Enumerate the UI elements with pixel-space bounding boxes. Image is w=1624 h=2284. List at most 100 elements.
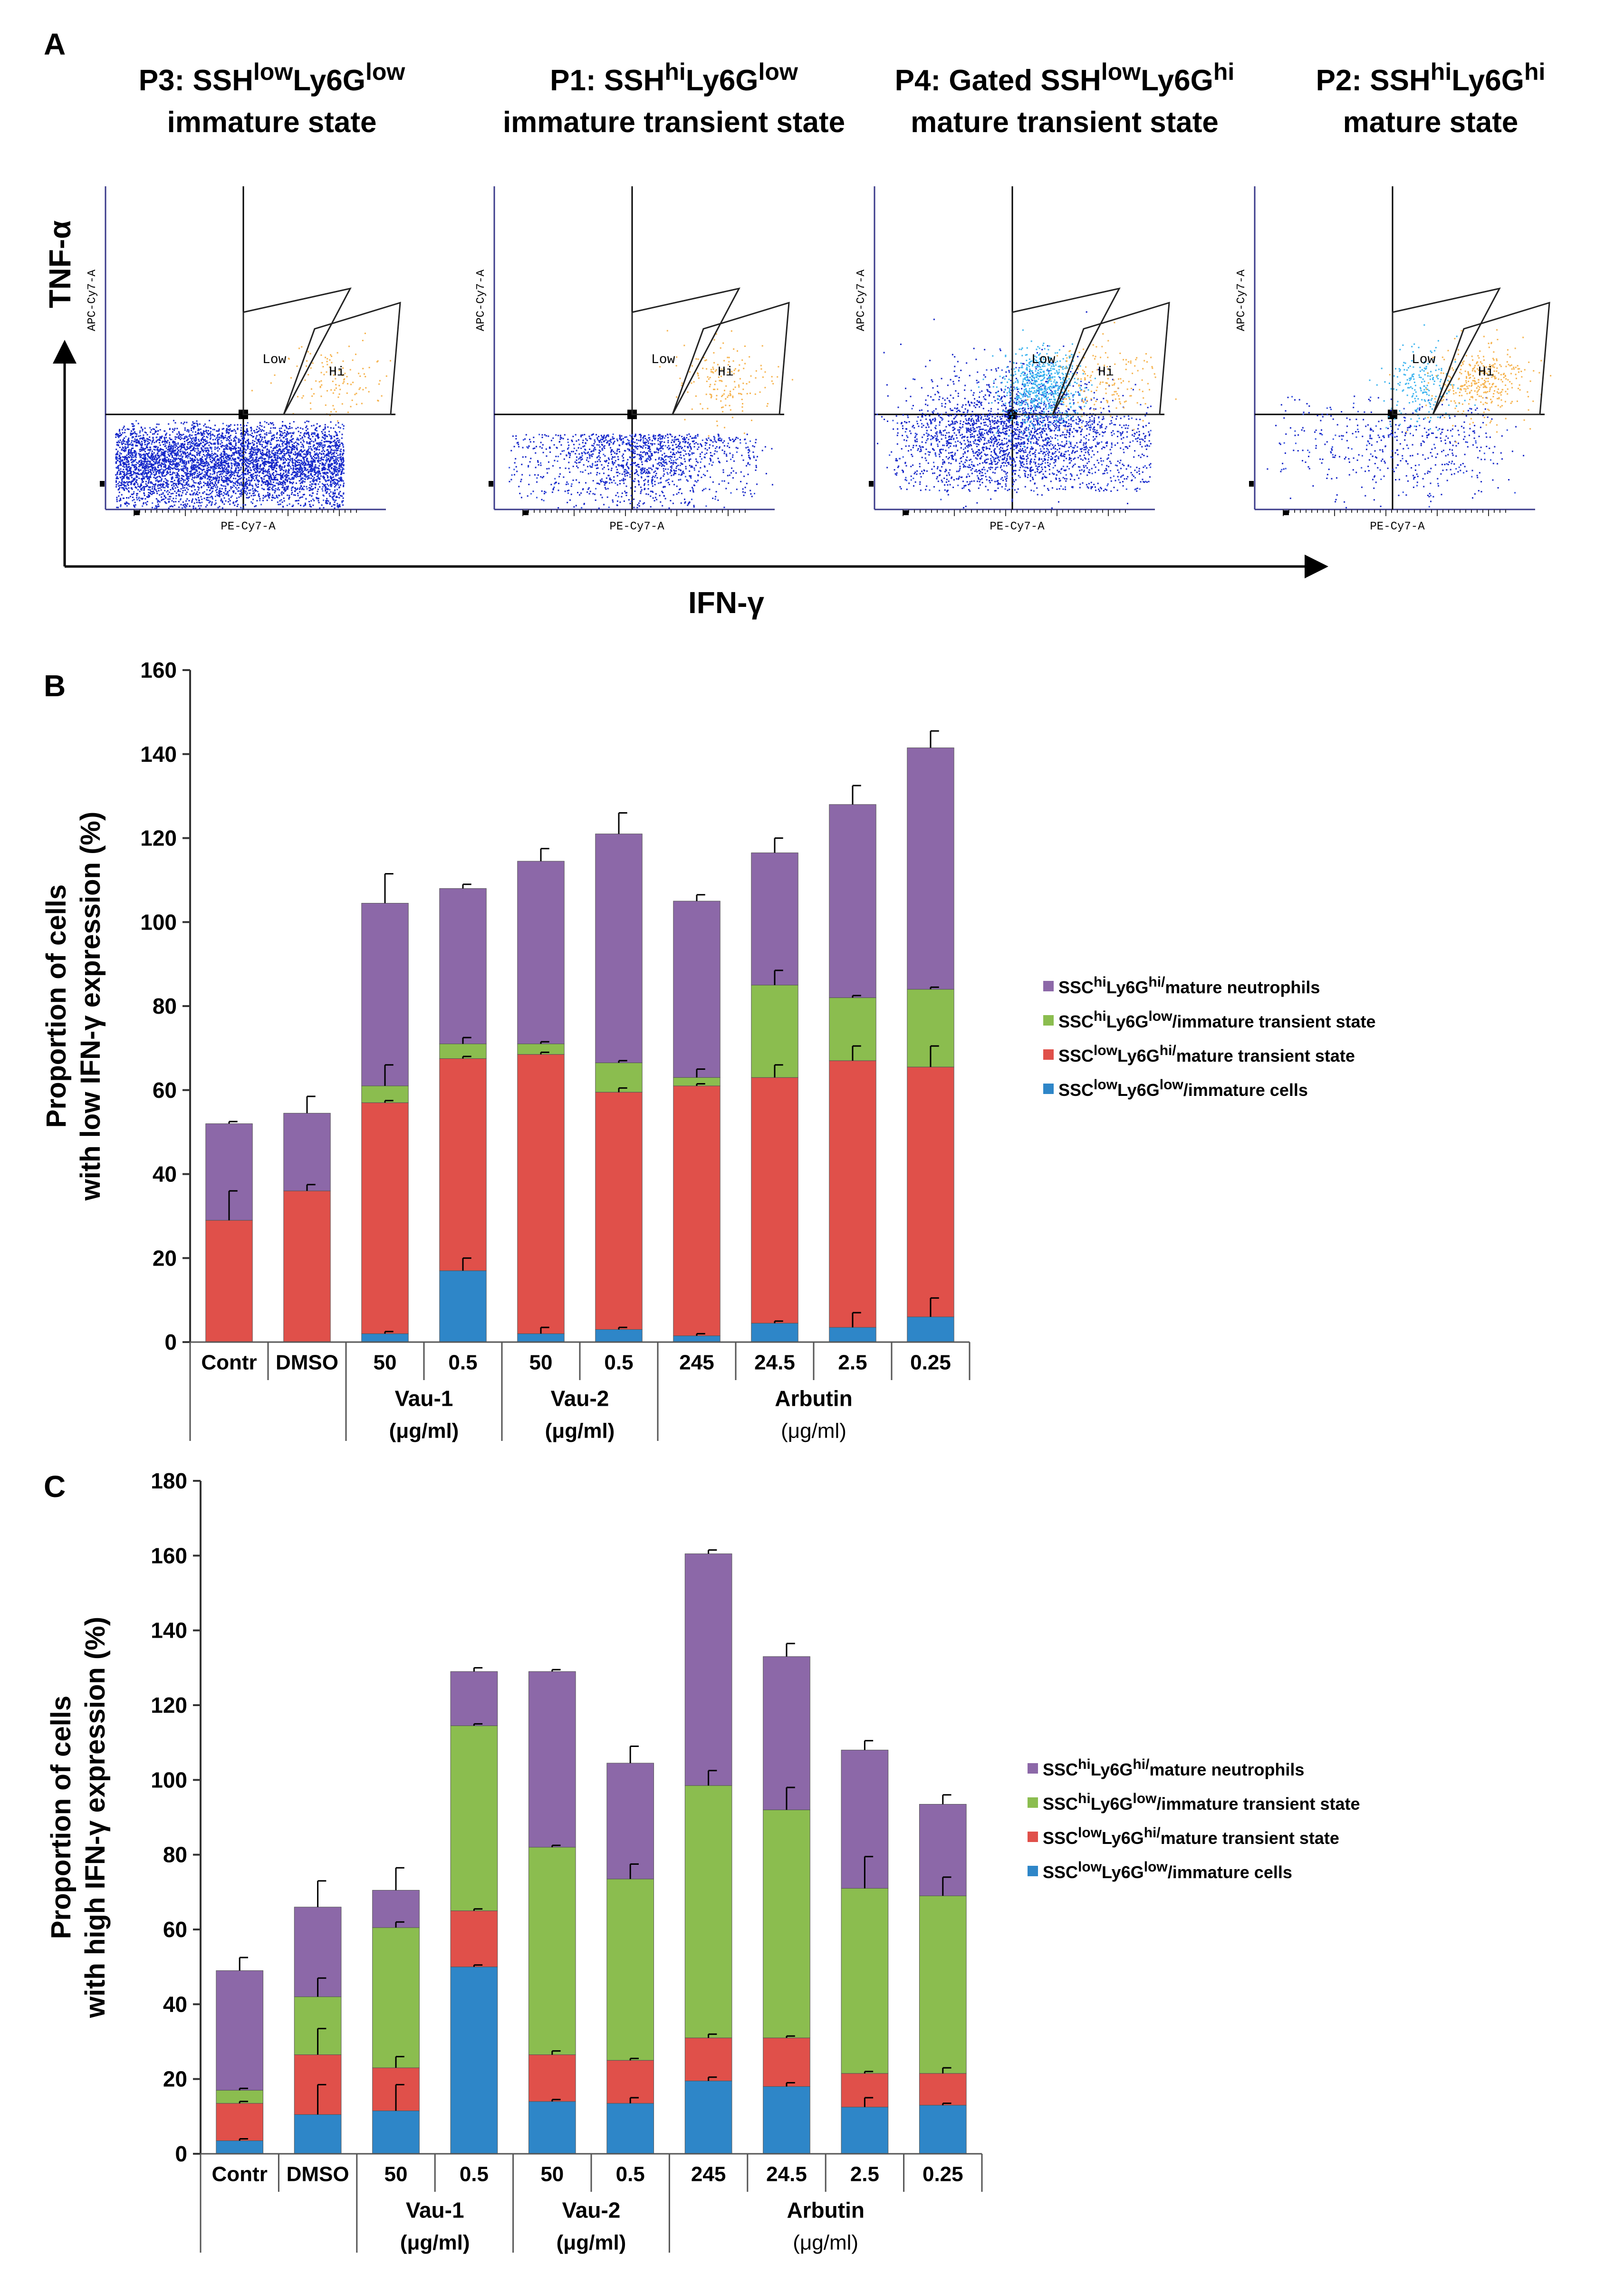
event-dot-hi	[312, 362, 314, 364]
event-dot	[324, 444, 326, 446]
event-dot	[198, 453, 200, 455]
event-dot	[177, 452, 179, 454]
event-dot	[156, 492, 158, 494]
event-dot	[118, 488, 120, 490]
event-dot	[223, 445, 225, 447]
event-dot	[327, 449, 329, 451]
event-dot	[336, 438, 337, 440]
event-dot	[193, 492, 195, 494]
event-dot	[287, 480, 288, 482]
event-dot	[251, 432, 253, 434]
event-dot	[228, 442, 230, 444]
event-dot	[131, 437, 133, 439]
event-dot	[284, 435, 286, 437]
event-dot	[330, 451, 331, 453]
event-dot	[227, 483, 229, 485]
event-dot	[271, 473, 273, 475]
event-dot	[257, 463, 259, 464]
event-dot	[164, 469, 166, 471]
plot-subtitle-4: mature state	[1343, 106, 1518, 139]
event-dot	[168, 465, 170, 467]
event-dot	[308, 437, 309, 439]
event-dot	[124, 466, 126, 468]
event-dot	[237, 462, 239, 464]
event-dot	[217, 455, 219, 457]
event-dot	[303, 458, 305, 460]
event-dot	[116, 444, 118, 446]
event-dot	[266, 455, 268, 457]
event-dot	[186, 430, 188, 432]
event-dot	[280, 451, 281, 452]
event-dot	[269, 493, 270, 494]
event-dot	[297, 488, 298, 489]
event-dot	[128, 477, 130, 479]
event-dot	[192, 477, 193, 479]
event-dot	[221, 470, 223, 471]
event-dot	[316, 449, 317, 451]
event-dot	[268, 476, 270, 478]
event-dot	[177, 453, 179, 455]
event-dot	[338, 468, 340, 470]
event-dot	[183, 444, 185, 446]
event-dot	[175, 453, 177, 455]
event-dot	[287, 479, 288, 481]
event-dot	[302, 494, 304, 496]
event-dot	[253, 492, 255, 494]
event-dot	[238, 451, 240, 453]
event-dot	[300, 432, 302, 434]
event-dot	[143, 503, 144, 505]
event-dot	[198, 482, 200, 484]
event-dot	[132, 497, 134, 498]
event-dot	[305, 430, 307, 432]
event-dot	[208, 432, 210, 434]
event-dot	[338, 477, 340, 479]
event-dot	[243, 445, 245, 447]
event-dot	[202, 475, 204, 477]
event-dot	[197, 423, 199, 425]
event-dot	[337, 437, 339, 439]
event-dot	[216, 491, 218, 493]
event-dot	[205, 482, 207, 484]
event-dot	[238, 447, 240, 449]
event-dot	[243, 425, 245, 427]
event-dot	[216, 460, 218, 461]
event-dot	[153, 464, 154, 466]
event-dot	[143, 434, 144, 436]
event-dot	[283, 492, 285, 494]
event-dot	[226, 424, 228, 426]
event-dot	[242, 475, 244, 477]
event-dot	[154, 487, 155, 489]
event-dot	[242, 487, 244, 489]
event-dot	[336, 496, 337, 498]
event-dot	[288, 452, 290, 454]
event-dot	[282, 481, 283, 483]
event-dot	[334, 489, 336, 491]
event-dot	[305, 455, 307, 457]
event-dot	[203, 450, 205, 451]
event-dot	[223, 497, 225, 499]
event-dot	[260, 484, 262, 486]
event-dot	[279, 433, 281, 435]
event-dot	[154, 467, 156, 469]
event-dot	[202, 433, 203, 435]
event-dot	[331, 454, 333, 455]
event-dot	[176, 436, 178, 438]
event-dot	[197, 486, 199, 488]
event-dot	[295, 473, 297, 475]
event-dot	[154, 459, 155, 461]
event-dot	[311, 440, 313, 442]
event-dot	[318, 468, 320, 470]
event-dot	[232, 502, 234, 504]
event-dot	[226, 428, 228, 430]
event-dot	[144, 444, 146, 445]
event-dot	[129, 452, 131, 454]
event-dot	[343, 446, 344, 448]
event-dot	[155, 472, 157, 474]
event-dot	[138, 461, 140, 462]
event-dot	[184, 427, 186, 429]
event-dot	[164, 475, 166, 477]
event-dot	[284, 487, 286, 489]
event-dot	[186, 440, 188, 441]
event-dot	[128, 481, 130, 483]
event-dot	[178, 469, 180, 470]
